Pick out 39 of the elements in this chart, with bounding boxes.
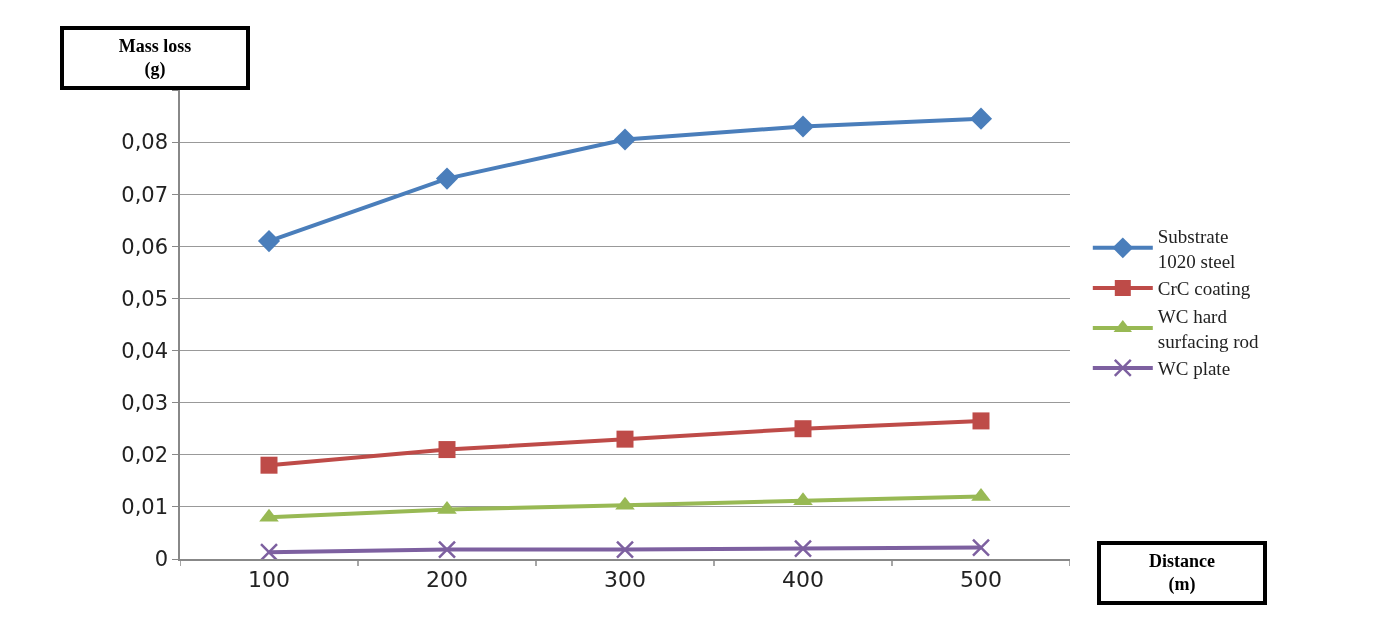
legend-label: Substrate 1020 steel [1157,225,1236,272]
point [260,456,278,474]
y-tick-label: 0,08 [121,130,169,155]
point [615,540,635,559]
point [437,540,457,559]
point [972,412,990,430]
x-tick-label: 300 [604,567,646,593]
legend-label: CrC coating [1157,278,1251,300]
point [969,107,993,130]
point [437,500,457,514]
x-tick-label: 200 [426,567,468,593]
point [259,542,279,559]
x-tick-label: 500 [960,567,1002,593]
y-tick-label: 0,05 [121,286,169,311]
y-axis-title: Mass loss (g) [118,36,192,81]
point [616,430,634,448]
point [793,539,813,558]
x-tick-label: 100 [248,567,290,593]
y-tick-label: 0,04 [121,338,169,363]
point [791,115,815,138]
legend-label: WC plate [1157,358,1231,380]
point [794,420,812,438]
y-tick-label: 0 [154,547,169,572]
point [971,487,991,501]
point [615,496,635,510]
point [613,128,637,151]
y-tick-label: 0,06 [121,234,169,259]
point [971,538,991,557]
y-tick-label: 0,01 [121,495,169,520]
y-tick-label: 0,03 [121,391,169,416]
x-axis-title: Distance (m) [1149,551,1215,596]
x-tick-label: 400 [782,567,824,593]
y-tick-label: 0,02 [121,443,169,468]
point [438,441,456,459]
point [435,167,459,190]
point [259,508,279,522]
legend-label: WC hard surfacing rod [1157,305,1260,352]
point [257,230,281,253]
y-tick-label: 0,07 [121,182,169,207]
